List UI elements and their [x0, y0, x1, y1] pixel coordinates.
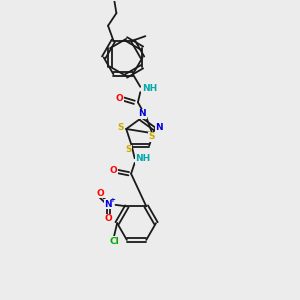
Text: S: S	[118, 123, 124, 132]
Text: N: N	[138, 110, 146, 118]
Text: O: O	[116, 94, 123, 103]
Text: +: +	[109, 197, 115, 203]
Text: Cl: Cl	[109, 237, 119, 246]
Text: NH: NH	[142, 84, 157, 93]
Text: NH: NH	[135, 154, 151, 163]
Text: O: O	[97, 189, 104, 198]
Text: O: O	[110, 166, 118, 175]
Text: S: S	[125, 145, 132, 154]
Text: O: O	[104, 214, 112, 224]
Text: N: N	[104, 200, 112, 209]
Text: N: N	[156, 123, 163, 132]
Text: S: S	[148, 132, 155, 141]
